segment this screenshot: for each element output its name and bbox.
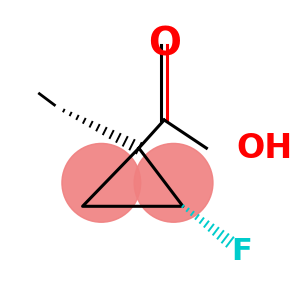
Text: O: O [148, 26, 181, 64]
Text: F: F [232, 237, 252, 266]
Circle shape [134, 143, 213, 222]
Text: OH: OH [236, 132, 293, 165]
Circle shape [62, 143, 141, 222]
